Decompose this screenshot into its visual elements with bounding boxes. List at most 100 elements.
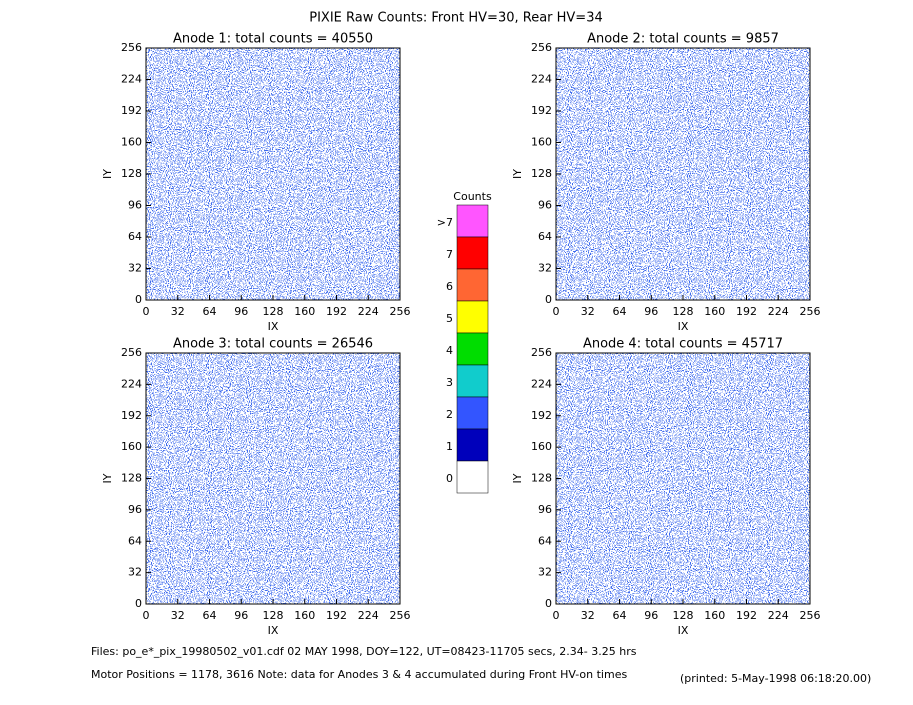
y-tick-label: 224 [531, 73, 552, 86]
colorbar-box [456, 268, 489, 302]
colorbar-label: 5 [446, 312, 453, 325]
x-tick-label: 0 [553, 305, 560, 318]
count-texture [146, 353, 400, 604]
x-tick-label: 96 [644, 609, 658, 622]
y-tick-label: 128 [531, 472, 552, 485]
x-tick-label: 128 [263, 609, 284, 622]
colorbar-label: 4 [446, 344, 453, 357]
y-tick-label: 256 [531, 346, 552, 359]
x-tick-label: 0 [553, 609, 560, 622]
colorbar-box [456, 236, 489, 270]
panel-title: Anode 2: total counts = 9857 [587, 32, 779, 47]
x-tick-label: 96 [234, 305, 248, 318]
y-tick-label: 224 [121, 73, 142, 86]
colorbar-box [456, 204, 489, 238]
y-tick-label: 32 [128, 566, 142, 579]
y-tick-label: 256 [121, 41, 142, 54]
y-tick-label: 32 [538, 566, 552, 579]
y-tick-label: 256 [531, 41, 552, 54]
panel-title: Anode 3: total counts = 26546 [173, 337, 373, 352]
x-tick-label: 192 [736, 609, 757, 622]
y-tick-label: 192 [531, 104, 552, 117]
y-tick-label: 160 [531, 136, 552, 149]
colorbar-label: 2 [446, 408, 453, 421]
y-tick-label: 0 [545, 597, 552, 610]
count-texture [556, 353, 810, 604]
x-tick-label: 32 [171, 609, 185, 622]
y-tick-label: 96 [128, 199, 142, 212]
y-tick-label: 96 [538, 199, 552, 212]
y-tick-label: 128 [531, 167, 552, 180]
y-tick-label: 128 [121, 167, 142, 180]
y-axis-label: IY [101, 169, 114, 179]
panel-title: Anode 4: total counts = 45717 [583, 337, 783, 352]
y-tick-label: 128 [121, 472, 142, 485]
x-tick-label: 96 [644, 305, 658, 318]
y-tick-label: 64 [538, 230, 552, 243]
x-axis-label: IX [678, 624, 689, 637]
y-tick-label: 32 [128, 262, 142, 275]
count-texture [146, 48, 400, 300]
colorbar-label: >7 [437, 216, 453, 229]
y-tick-label: 160 [531, 440, 552, 453]
colorbar-label: 3 [446, 376, 453, 389]
x-tick-label: 128 [263, 305, 284, 318]
x-tick-label: 160 [294, 305, 315, 318]
page-title: PIXIE Raw Counts: Front HV=30, Rear HV=3… [309, 11, 603, 26]
x-tick-label: 192 [326, 609, 347, 622]
x-tick-label: 224 [358, 609, 379, 622]
x-tick-label: 256 [390, 609, 411, 622]
x-tick-label: 64 [613, 609, 627, 622]
x-tick-label: 192 [736, 305, 757, 318]
y-axis-label: IY [511, 169, 524, 179]
colorbar-label: 0 [446, 472, 453, 485]
colorbar-title: Counts [453, 190, 492, 203]
x-tick-label: 128 [673, 305, 694, 318]
y-tick-label: 64 [538, 534, 552, 547]
panel-title: Anode 1: total counts = 40550 [173, 32, 373, 47]
colorbar-box [456, 364, 489, 398]
y-tick-label: 192 [121, 104, 142, 117]
x-tick-label: 32 [581, 609, 595, 622]
x-tick-label: 224 [358, 305, 379, 318]
x-tick-label: 32 [581, 305, 595, 318]
footer-motor: Motor Positions = 1178, 3616 Note: data … [91, 668, 627, 681]
x-tick-label: 160 [294, 609, 315, 622]
colorbar-label: 6 [446, 280, 453, 293]
x-tick-label: 128 [673, 609, 694, 622]
colorbar-box [456, 300, 489, 334]
x-axis-label: IX [268, 320, 279, 333]
y-tick-label: 32 [538, 262, 552, 275]
x-axis-label: IX [678, 320, 689, 333]
y-tick-label: 224 [531, 377, 552, 390]
y-tick-label: 0 [135, 597, 142, 610]
y-tick-label: 192 [531, 409, 552, 422]
x-tick-label: 256 [800, 305, 821, 318]
colorbar-box [456, 460, 489, 494]
x-tick-label: 64 [203, 305, 217, 318]
y-tick-label: 64 [128, 230, 142, 243]
x-tick-label: 192 [326, 305, 347, 318]
x-tick-label: 224 [768, 609, 789, 622]
colorbar-label: 7 [446, 248, 453, 261]
x-tick-label: 224 [768, 305, 789, 318]
x-tick-label: 160 [704, 305, 725, 318]
x-tick-label: 32 [171, 305, 185, 318]
footer-printed: (printed: 5-May-1998 06:18:20.00) [680, 672, 871, 685]
y-tick-label: 160 [121, 136, 142, 149]
colorbar-box [456, 332, 489, 366]
x-tick-label: 256 [390, 305, 411, 318]
y-tick-label: 0 [545, 293, 552, 306]
y-tick-label: 0 [135, 293, 142, 306]
x-tick-label: 0 [143, 305, 150, 318]
count-texture [556, 48, 810, 300]
y-tick-label: 224 [121, 377, 142, 390]
x-tick-label: 0 [143, 609, 150, 622]
x-axis-label: IX [268, 624, 279, 637]
y-tick-label: 96 [128, 503, 142, 516]
x-tick-label: 256 [800, 609, 821, 622]
x-tick-label: 96 [234, 609, 248, 622]
colorbar-box [456, 396, 489, 430]
footer-files: Files: po_e*_pix_19980502_v01.cdf 02 MAY… [91, 645, 637, 658]
